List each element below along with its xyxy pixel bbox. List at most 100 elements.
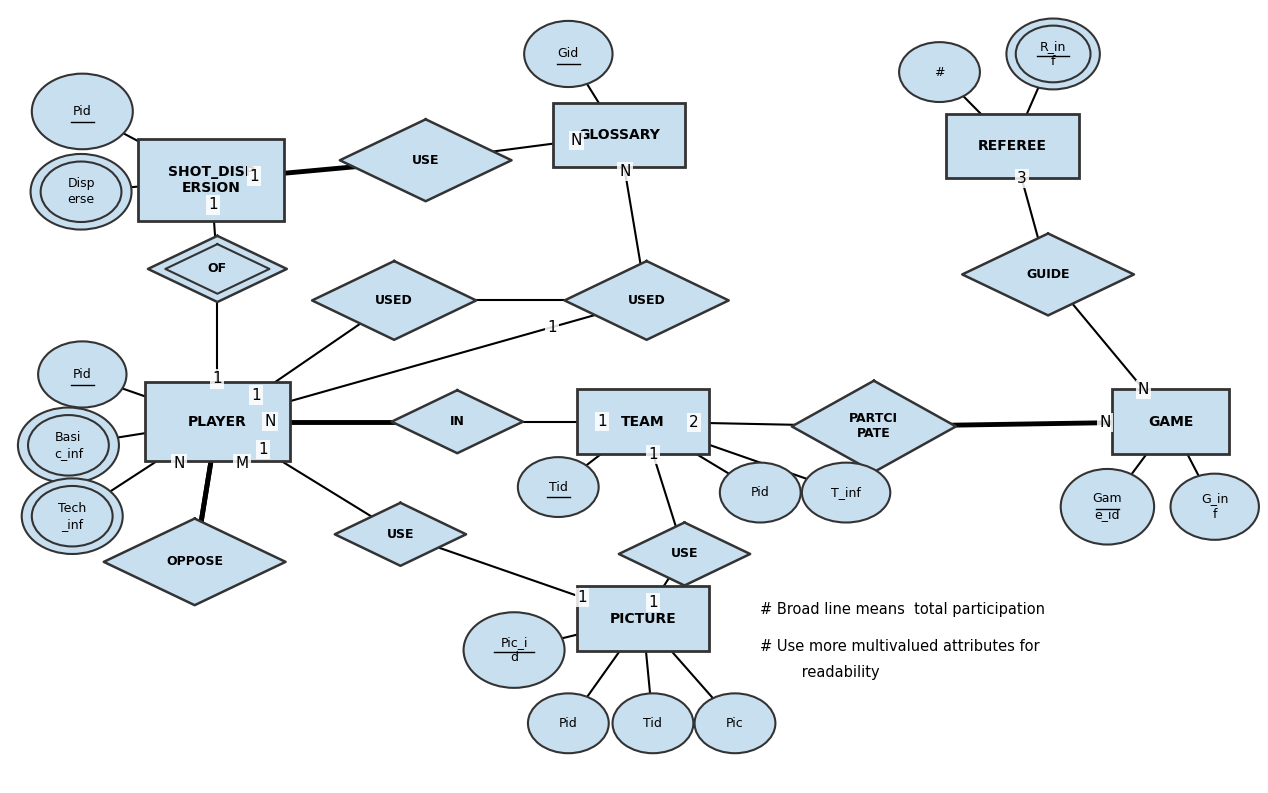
Text: OF: OF bbox=[208, 262, 227, 275]
Text: readability: readability bbox=[761, 665, 880, 680]
Text: c_inf: c_inf bbox=[53, 446, 82, 460]
Text: USED: USED bbox=[628, 294, 666, 307]
Text: 1: 1 bbox=[251, 388, 261, 403]
Text: OPPOSE: OPPOSE bbox=[166, 555, 223, 569]
Ellipse shape bbox=[41, 162, 122, 222]
Text: N: N bbox=[1137, 381, 1149, 396]
Text: f: f bbox=[1051, 56, 1055, 68]
Text: PARTCI
PATE: PARTCI PATE bbox=[850, 412, 898, 440]
Ellipse shape bbox=[695, 693, 776, 753]
Ellipse shape bbox=[1016, 25, 1090, 82]
Ellipse shape bbox=[720, 462, 800, 523]
Ellipse shape bbox=[524, 21, 612, 87]
Text: Tid: Tid bbox=[643, 717, 662, 730]
Ellipse shape bbox=[527, 693, 609, 753]
Text: Pid: Pid bbox=[74, 368, 91, 381]
Text: USE: USE bbox=[671, 547, 699, 561]
Text: N: N bbox=[619, 164, 630, 179]
Text: PLAYER: PLAYER bbox=[188, 415, 247, 429]
Text: Gam: Gam bbox=[1093, 492, 1122, 505]
Text: d: d bbox=[510, 651, 519, 665]
Polygon shape bbox=[335, 503, 467, 565]
Ellipse shape bbox=[1061, 469, 1154, 545]
Text: Disp: Disp bbox=[67, 178, 95, 190]
Text: 1: 1 bbox=[577, 590, 587, 605]
Text: USED: USED bbox=[375, 294, 413, 307]
Text: f: f bbox=[1212, 508, 1217, 521]
FancyBboxPatch shape bbox=[577, 389, 709, 454]
Text: Pic: Pic bbox=[727, 717, 744, 730]
Ellipse shape bbox=[612, 693, 694, 753]
Ellipse shape bbox=[464, 612, 564, 688]
Text: e_id: e_id bbox=[1094, 508, 1120, 521]
Text: Tid: Tid bbox=[549, 481, 568, 493]
Text: USE: USE bbox=[412, 154, 440, 167]
Ellipse shape bbox=[32, 74, 133, 149]
Polygon shape bbox=[148, 236, 287, 302]
Text: GAME: GAME bbox=[1148, 415, 1193, 429]
Polygon shape bbox=[791, 381, 956, 472]
Ellipse shape bbox=[18, 408, 119, 483]
Text: IN: IN bbox=[450, 416, 464, 428]
Text: # Broad line means  total participation: # Broad line means total participation bbox=[761, 602, 1045, 617]
Text: Pid: Pid bbox=[74, 105, 91, 118]
Text: Pid: Pid bbox=[751, 486, 770, 499]
Text: Tech: Tech bbox=[58, 502, 86, 515]
Ellipse shape bbox=[38, 341, 127, 408]
Text: 1: 1 bbox=[208, 197, 218, 213]
FancyBboxPatch shape bbox=[1112, 389, 1229, 454]
Ellipse shape bbox=[22, 478, 123, 554]
Text: Gid: Gid bbox=[558, 48, 579, 60]
Ellipse shape bbox=[1007, 18, 1099, 90]
Ellipse shape bbox=[517, 457, 598, 517]
Ellipse shape bbox=[32, 486, 113, 546]
Text: 1: 1 bbox=[548, 320, 557, 335]
Text: SHOT_DISP
ERSION: SHOT_DISP ERSION bbox=[167, 165, 255, 195]
Polygon shape bbox=[312, 261, 477, 340]
Ellipse shape bbox=[28, 415, 109, 476]
Text: #: # bbox=[935, 66, 945, 79]
Text: _inf: _inf bbox=[61, 518, 84, 531]
Text: M: M bbox=[236, 456, 249, 471]
Text: Pid: Pid bbox=[559, 717, 578, 730]
Text: 1: 1 bbox=[648, 447, 658, 462]
Polygon shape bbox=[392, 390, 522, 453]
Text: USE: USE bbox=[387, 528, 415, 541]
Text: GLOSSARY: GLOSSARY bbox=[578, 128, 659, 142]
Text: erse: erse bbox=[67, 193, 95, 206]
Text: 1: 1 bbox=[213, 371, 222, 386]
Text: PICTURE: PICTURE bbox=[610, 611, 676, 626]
Text: 1: 1 bbox=[597, 414, 607, 429]
FancyBboxPatch shape bbox=[138, 139, 284, 221]
Text: T_inf: T_inf bbox=[831, 486, 861, 499]
FancyBboxPatch shape bbox=[577, 586, 709, 651]
Text: GUIDE: GUIDE bbox=[1026, 268, 1070, 281]
Polygon shape bbox=[962, 233, 1134, 316]
Text: G_in: G_in bbox=[1201, 492, 1229, 505]
Text: Pic_i: Pic_i bbox=[501, 636, 527, 649]
Text: TEAM: TEAM bbox=[621, 415, 664, 429]
Text: N: N bbox=[265, 414, 276, 429]
Ellipse shape bbox=[801, 462, 890, 523]
FancyBboxPatch shape bbox=[553, 103, 685, 167]
Polygon shape bbox=[619, 523, 751, 585]
Ellipse shape bbox=[1170, 473, 1259, 540]
Polygon shape bbox=[340, 119, 511, 201]
Polygon shape bbox=[104, 519, 285, 605]
Text: 1: 1 bbox=[250, 169, 259, 183]
Text: N: N bbox=[1099, 416, 1111, 431]
Text: # Use more multivalued attributes for: # Use more multivalued attributes for bbox=[761, 638, 1040, 653]
FancyBboxPatch shape bbox=[946, 114, 1079, 178]
Ellipse shape bbox=[30, 154, 132, 229]
Text: N: N bbox=[571, 133, 582, 148]
Polygon shape bbox=[564, 261, 729, 340]
Text: 3: 3 bbox=[1017, 170, 1026, 186]
FancyBboxPatch shape bbox=[145, 382, 290, 461]
Text: 2: 2 bbox=[689, 416, 699, 431]
Ellipse shape bbox=[899, 42, 980, 102]
Text: Basi: Basi bbox=[56, 431, 81, 444]
Text: 1: 1 bbox=[648, 595, 658, 610]
Text: REFEREE: REFEREE bbox=[978, 139, 1047, 153]
Text: R_in: R_in bbox=[1040, 40, 1066, 52]
Text: N: N bbox=[174, 456, 185, 471]
